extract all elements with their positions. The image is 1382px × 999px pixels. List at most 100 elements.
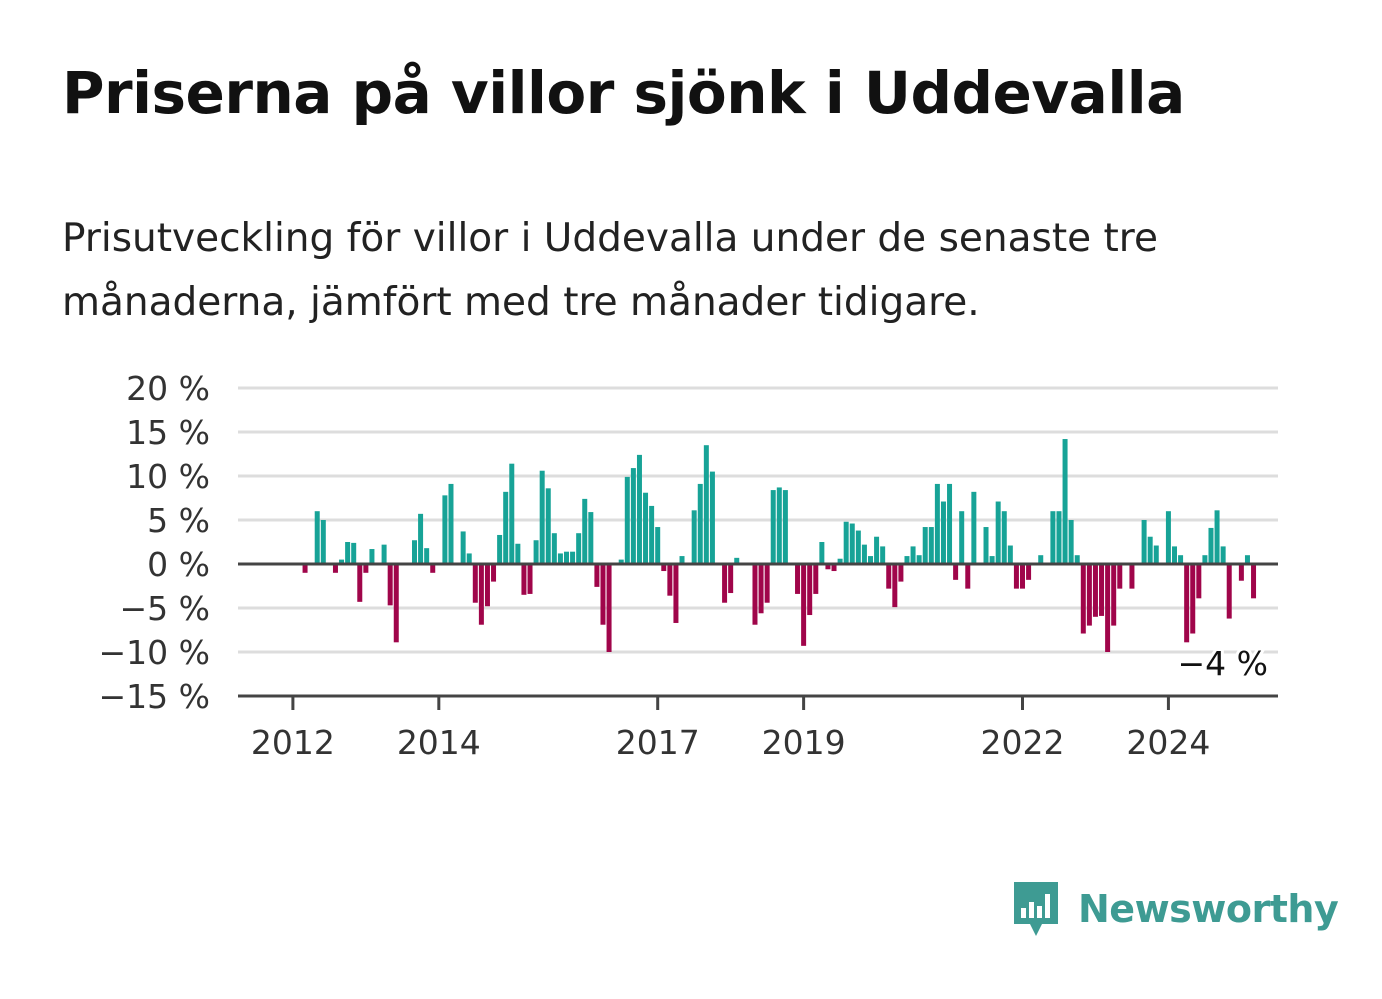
bar bbox=[314, 511, 320, 564]
bar bbox=[861, 544, 867, 564]
bar bbox=[564, 551, 569, 564]
bar bbox=[1007, 545, 1013, 564]
bar bbox=[1080, 564, 1086, 634]
bar bbox=[576, 533, 582, 564]
bar bbox=[928, 527, 934, 564]
bar bbox=[691, 510, 697, 564]
bar bbox=[539, 470, 545, 564]
bar bbox=[460, 531, 466, 564]
bar bbox=[1086, 564, 1092, 626]
bar bbox=[515, 543, 521, 564]
bar bbox=[959, 511, 965, 564]
bar bbox=[503, 491, 509, 564]
bar bbox=[1001, 511, 1007, 564]
bar bbox=[874, 536, 880, 564]
bar bbox=[1244, 555, 1250, 564]
bar bbox=[795, 564, 801, 594]
bar bbox=[1165, 511, 1171, 564]
bar bbox=[484, 564, 490, 607]
bar bbox=[782, 490, 788, 564]
bar bbox=[770, 490, 776, 564]
bar bbox=[983, 527, 989, 564]
bar bbox=[661, 564, 667, 572]
bar bbox=[448, 483, 454, 564]
bar bbox=[1251, 564, 1257, 599]
bar bbox=[624, 476, 630, 564]
bar bbox=[1111, 564, 1117, 626]
bar bbox=[758, 564, 764, 614]
x-tick-label: 2022 bbox=[981, 723, 1065, 762]
bar bbox=[1020, 564, 1025, 589]
bar bbox=[855, 530, 861, 564]
bar bbox=[418, 513, 424, 564]
bar bbox=[916, 555, 922, 564]
y-tick-label: 0 % bbox=[147, 545, 210, 584]
bar bbox=[904, 556, 910, 564]
bar bbox=[442, 495, 448, 564]
bar bbox=[679, 556, 685, 564]
bar bbox=[387, 564, 393, 606]
newsworthy-logo[interactable]: Newsworthy bbox=[1010, 876, 1339, 942]
bar bbox=[1238, 564, 1244, 581]
bar-chart: −15 % −10 % −5 % 0 % 5 % 10 % 15 % 20 % 2012 2014… bbox=[99, 369, 1278, 762]
bar bbox=[600, 564, 606, 625]
bar bbox=[813, 564, 819, 594]
x-tick-label: 2014 bbox=[397, 723, 481, 762]
x-tick-label: 2012 bbox=[251, 723, 335, 762]
bar bbox=[837, 558, 843, 564]
bar bbox=[491, 564, 497, 582]
bar bbox=[1056, 511, 1062, 564]
y-tick-label: −10 % bbox=[99, 633, 211, 672]
bar bbox=[1117, 564, 1123, 589]
latest-value-annotation: −4 % bbox=[1178, 644, 1269, 683]
bar bbox=[570, 551, 576, 564]
bar bbox=[509, 463, 515, 564]
bar bbox=[649, 505, 655, 564]
bar bbox=[673, 564, 679, 623]
bar bbox=[545, 488, 551, 564]
bar bbox=[478, 564, 484, 625]
bar bbox=[922, 527, 928, 564]
bars bbox=[302, 439, 1257, 652]
y-tick-label: 10 % bbox=[126, 457, 210, 496]
axes bbox=[238, 562, 1278, 710]
bar bbox=[618, 559, 624, 564]
bar bbox=[381, 544, 387, 564]
bar bbox=[868, 556, 873, 564]
bar bbox=[412, 540, 417, 564]
bar bbox=[588, 512, 594, 564]
bar bbox=[1184, 564, 1190, 643]
bar bbox=[801, 564, 807, 646]
newsworthy-bar-chart-bubble-icon bbox=[1014, 882, 1058, 936]
bar bbox=[369, 549, 375, 564]
bar bbox=[643, 492, 649, 564]
bar bbox=[1220, 546, 1226, 564]
bar bbox=[320, 520, 326, 564]
bar bbox=[606, 564, 612, 652]
bar bbox=[1153, 545, 1159, 564]
bar bbox=[953, 564, 959, 580]
bar bbox=[722, 564, 728, 603]
bar bbox=[728, 564, 734, 594]
bar bbox=[807, 564, 813, 616]
bar bbox=[1038, 555, 1044, 564]
bar bbox=[1074, 555, 1080, 564]
bar bbox=[1026, 564, 1032, 580]
bar bbox=[533, 540, 539, 564]
bar bbox=[1062, 439, 1068, 564]
bar bbox=[1050, 511, 1056, 564]
bar bbox=[430, 564, 436, 573]
bar bbox=[819, 542, 825, 564]
chart-subtitle: Prisutveckling för villor i Uddevalla un… bbox=[62, 216, 1158, 325]
bar bbox=[636, 454, 642, 564]
bar bbox=[825, 564, 831, 570]
chart-title: Priserna på villor sjönk i Uddevalla bbox=[62, 59, 1185, 127]
bar bbox=[521, 564, 527, 595]
brand-name: Newsworthy bbox=[1078, 887, 1339, 931]
bar bbox=[582, 498, 588, 564]
bar bbox=[898, 564, 904, 582]
bar bbox=[497, 534, 503, 564]
bar bbox=[357, 564, 363, 602]
bar bbox=[776, 487, 782, 564]
bar bbox=[345, 542, 351, 564]
